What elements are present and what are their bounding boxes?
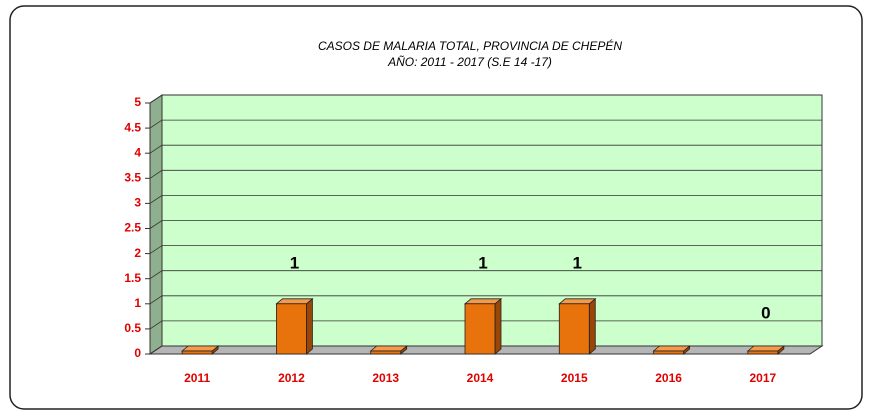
chart-subtitle: AÑO: 2011 - 2017 (S.E 14 -17): [387, 55, 552, 69]
x-tick-label: 2011: [184, 371, 210, 385]
y-tick-label: 2: [134, 246, 141, 260]
bar-side: [588, 297, 596, 355]
bar-top: [463, 298, 503, 305]
y-tick-label: 0: [134, 346, 141, 360]
x-tick-label: 2017: [750, 371, 777, 385]
bar-top: [558, 298, 597, 305]
bar-top: [369, 345, 408, 352]
bar: [370, 350, 402, 355]
grid-line: [149, 144, 822, 154]
bar-side: [306, 297, 313, 355]
grid-line: [149, 119, 822, 129]
data-label: 0: [761, 303, 770, 322]
y-tick-label: 0.5: [124, 321, 141, 335]
grid-line: [149, 320, 822, 330]
x-tick-label: 2012: [278, 371, 305, 385]
bar: [747, 350, 779, 355]
data-label: 1: [573, 253, 582, 272]
bar-top: [746, 345, 785, 352]
y-tick-label: 2.5: [124, 221, 141, 235]
bar: [276, 303, 307, 355]
grid-line: [149, 169, 822, 179]
x-tick-label: 2014: [467, 371, 494, 385]
grid-line: [149, 245, 822, 254]
chart-title: CASOS DE MALARIA TOTAL, PROVINCIA DE CHE…: [318, 38, 622, 53]
bar-top: [652, 345, 691, 352]
bar: [464, 303, 496, 355]
grid-line: [149, 345, 822, 355]
y-tick-label: 1: [134, 296, 141, 310]
x-tick-label: 2013: [372, 371, 399, 385]
grid-line: [149, 270, 822, 280]
bar: [653, 350, 684, 355]
y-tick-label: 4.5: [124, 120, 141, 134]
bar-top: [181, 345, 220, 352]
bar: [181, 350, 213, 355]
data-label: 1: [478, 253, 487, 272]
grid-line: [149, 194, 822, 204]
bar: [558, 303, 590, 355]
grid-line: [149, 295, 822, 305]
y-tick-label: 3.5: [124, 170, 141, 184]
x-tick-label: 2015: [561, 371, 588, 385]
y-tick-label: 5: [134, 95, 141, 109]
y-tick-label: 1.5: [124, 271, 141, 285]
data-label: 1: [290, 253, 299, 272]
bar-top: [275, 298, 314, 305]
x-tick-label: 2016: [655, 371, 682, 385]
bar-side: [494, 297, 502, 355]
y-tick-label: 4: [134, 145, 141, 159]
grid-line: [149, 94, 822, 104]
y-tick-label: 3: [134, 196, 141, 210]
grid-line: [149, 220, 822, 229]
